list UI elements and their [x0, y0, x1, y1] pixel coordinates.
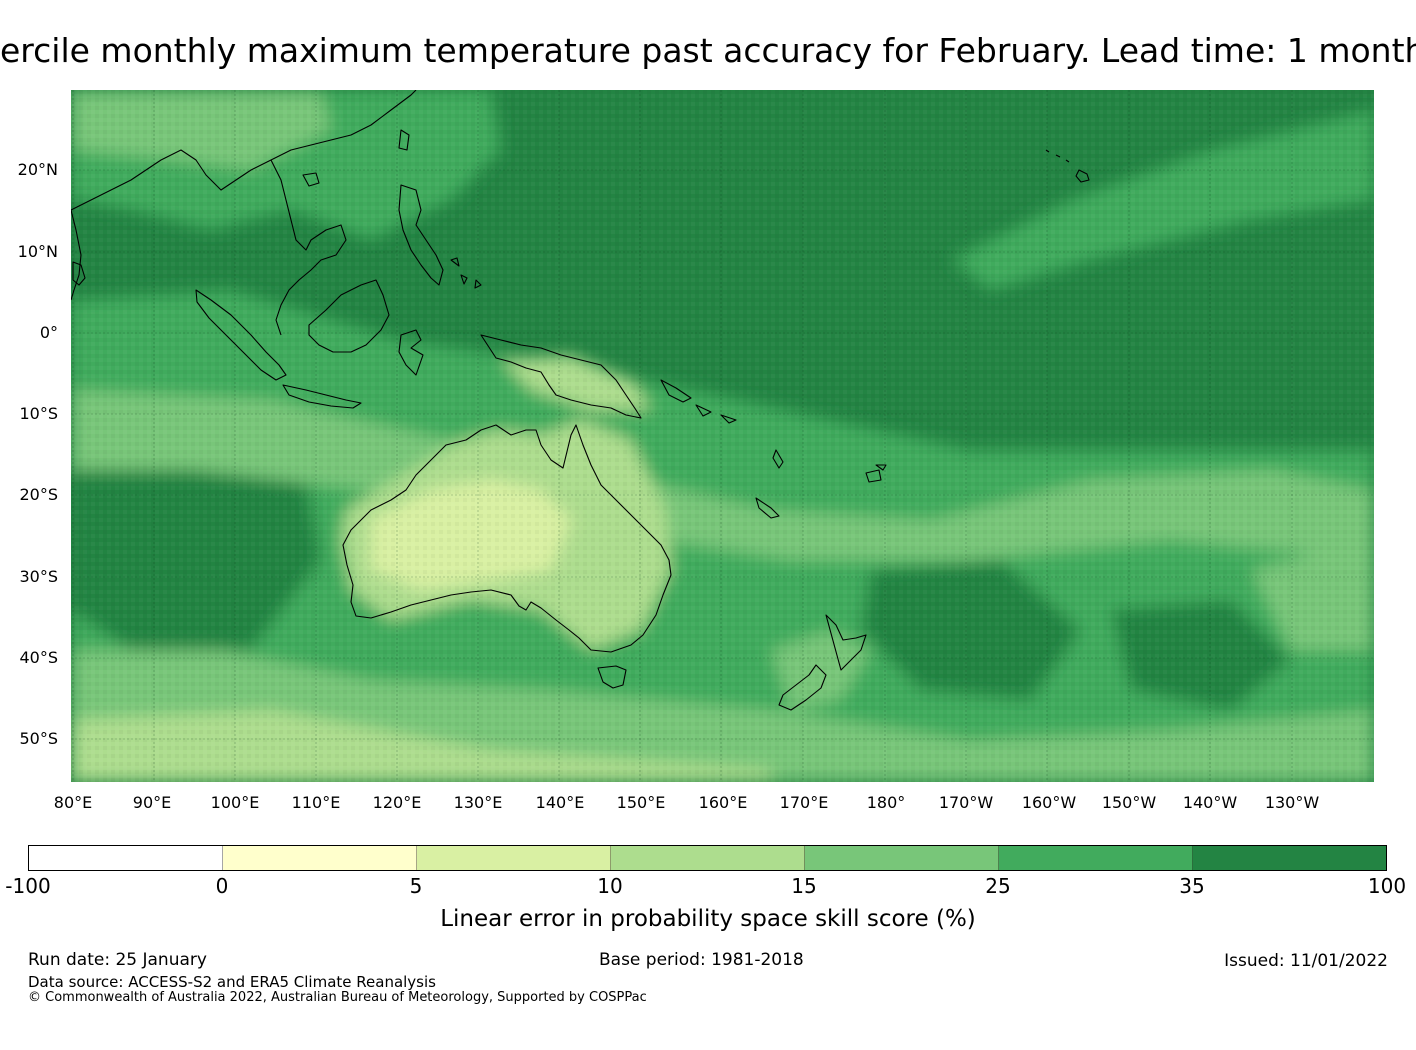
colorbar-segment — [29, 846, 223, 870]
sri-lanka-coastline — [72, 261, 86, 286]
colorbar-tick: -100 — [5, 874, 51, 898]
lon-label-130w: 130°W — [1264, 793, 1320, 812]
lon-label-90e: 90°E — [132, 793, 172, 812]
lat-label-50s: 50°S — [19, 729, 58, 748]
lat-label-30s: 30°S — [19, 567, 58, 586]
colorbar-tick: 100 — [1367, 874, 1407, 898]
colorbar-segment — [805, 846, 999, 870]
colorbar-tick: 5 — [409, 874, 423, 898]
colorbar-tick: 35 — [1179, 874, 1205, 898]
lon-label-160e: 160°E — [698, 793, 748, 812]
colorbar-segment — [417, 846, 611, 870]
lat-label-0: 0° — [39, 323, 58, 342]
new-guinea-coastline — [480, 334, 642, 419]
lon-label-170e: 170°E — [779, 793, 829, 812]
colorbar-tick: 15 — [791, 874, 817, 898]
lon-label-110e: 110°E — [291, 793, 341, 812]
colorbar — [28, 845, 1387, 871]
lat-label-20s: 20°S — [19, 485, 58, 504]
new-zealand-coastline — [825, 614, 867, 671]
base-period: Base period: 1981-2018 — [599, 950, 804, 970]
lon-label-130e: 130°E — [453, 793, 503, 812]
run-date: Run date: 25 January — [28, 950, 207, 970]
fiji-coastline — [865, 464, 887, 483]
java-coastline — [282, 384, 362, 409]
new-caledonia-coastline — [755, 497, 780, 519]
colorbar-label: Linear error in probability space skill … — [440, 906, 976, 932]
lon-label-170w: 170°W — [938, 793, 994, 812]
colorbar-tick: 10 — [597, 874, 623, 898]
lon-label-140w: 140°W — [1182, 793, 1238, 812]
lon-label-180: 180° — [866, 793, 906, 812]
skill-score-map — [71, 90, 1374, 782]
lat-label-10s: 10°S — [19, 404, 58, 423]
colorbar-segment — [611, 846, 805, 870]
borneo-coastline — [308, 279, 390, 353]
chart-title: ercile monthly maximum temperature past … — [0, 31, 1416, 70]
hawaii-coastline — [1045, 149, 1090, 183]
australia-coastline — [342, 424, 672, 653]
copyright: © Commonwealth of Australia 2022, Austra… — [28, 990, 647, 1005]
lat-label-10n: 10°N — [17, 242, 58, 261]
solomon-islands-coastline — [660, 379, 737, 424]
data-source: Data source: ACCESS-S2 and ERA5 Climate … — [28, 973, 436, 991]
lon-label-120e: 120°E — [372, 793, 422, 812]
graticule — [71, 90, 1374, 782]
lat-label-20n: 20°N — [17, 160, 58, 179]
lon-label-150e: 150°E — [616, 793, 666, 812]
colorbar-tick: 0 — [215, 874, 229, 898]
colorbar-segment — [223, 846, 417, 870]
lon-label-160w: 160°W — [1021, 793, 1077, 812]
sumatra-coastline — [195, 289, 287, 381]
lon-label-80e: 80°E — [53, 793, 93, 812]
lon-label-140e: 140°E — [535, 793, 585, 812]
tasmania-coastline — [597, 665, 627, 689]
sulawesi-coastline — [398, 329, 424, 376]
coastlines — [71, 90, 1090, 711]
lat-label-40s: 40°S — [19, 648, 58, 667]
colorbar-segment — [1193, 846, 1386, 870]
issued-date: Issued: 11/01/2022 — [1224, 951, 1388, 971]
colorbar-tick: 25 — [985, 874, 1011, 898]
lon-label-100e: 100°E — [210, 793, 260, 812]
mainland-asia-coastline — [71, 90, 417, 336]
colorbar-segment — [999, 846, 1193, 870]
lon-label-150w: 150°W — [1101, 793, 1157, 812]
philippines-coastline — [398, 184, 444, 286]
